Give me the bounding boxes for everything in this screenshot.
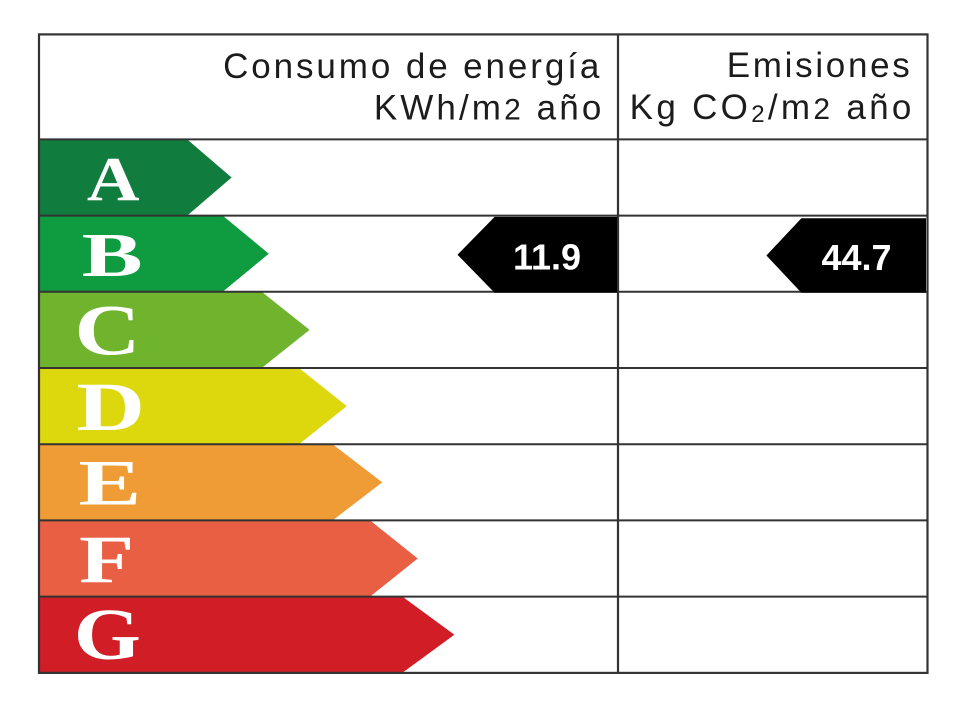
svg-text:44.7: 44.7	[821, 237, 891, 278]
svg-text:Kg CO2/m2 año: Kg CO2/m2 año	[630, 88, 915, 128]
svg-text:KWh/m2 año: KWh/m2 año	[374, 89, 605, 128]
svg-text:E: E	[78, 448, 141, 519]
svg-text:F: F	[79, 523, 134, 598]
svg-text:B: B	[82, 220, 143, 290]
svg-text:G: G	[74, 595, 141, 675]
svg-text:D: D	[77, 369, 146, 445]
svg-text:A: A	[87, 144, 140, 214]
svg-text:C: C	[75, 291, 141, 371]
svg-text:Emisiones: Emisiones	[727, 46, 913, 85]
svg-text:11.9: 11.9	[513, 237, 581, 278]
svg-text:Consumo de energía: Consumo de energía	[223, 47, 602, 86]
